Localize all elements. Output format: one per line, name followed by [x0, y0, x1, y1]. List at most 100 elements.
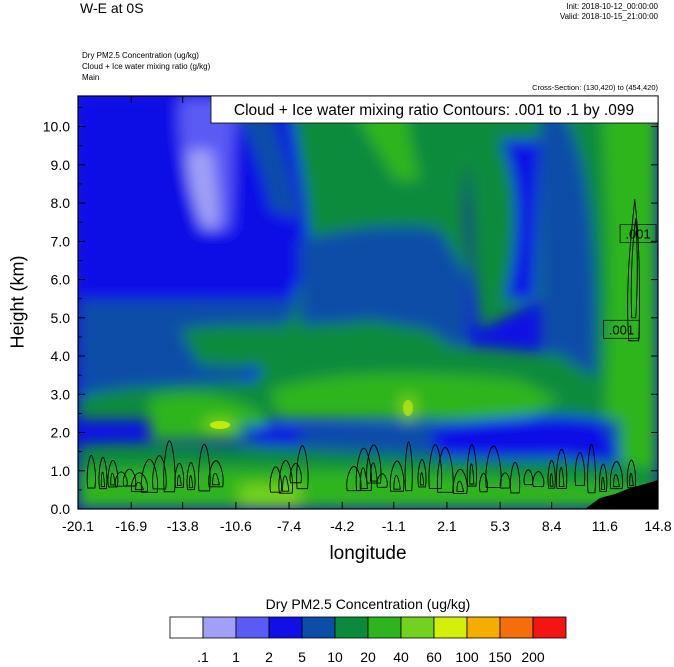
- cloud-contour: [174, 462, 185, 488]
- cloud-contour: [629, 473, 634, 487]
- colorbar-level-label: 20: [360, 649, 376, 665]
- contour-labels: .001 .001: [603, 224, 657, 339]
- x-tick-label: 2.1: [437, 518, 457, 534]
- cloud-contour: [289, 462, 302, 484]
- x-tick-label: 14.8: [644, 518, 671, 534]
- cloud-contour: [98, 456, 108, 490]
- time-stamps: Init: 2018-10-12_00:00:00 Valid: 2018-10…: [560, 2, 658, 22]
- y-tick-label: 1.0: [51, 463, 71, 479]
- colorbar-swatch: [499, 616, 534, 639]
- x-tick-label: -20.1: [62, 518, 94, 534]
- cloud-contour: [366, 444, 382, 484]
- pm25-field: [78, 96, 658, 509]
- y-tick-label: 2.0: [51, 425, 71, 441]
- colorbar-level-label: .1: [197, 649, 209, 665]
- cloud-contour: [135, 482, 144, 491]
- x-tick-label: 8.4: [542, 518, 562, 534]
- cloud-contour: [122, 468, 137, 487]
- contour-title: Cloud + Ice water mixing ratio Contours:…: [234, 102, 634, 119]
- colorbar-level-label: 100: [455, 649, 479, 665]
- y-tick-label: 6.0: [51, 272, 71, 288]
- colorbar-swatch: [202, 616, 237, 639]
- colorbar-swatch: [169, 616, 204, 639]
- colorbar-level-label: 10: [327, 649, 343, 665]
- cloud-contour: [107, 459, 119, 488]
- x-tick-label: 11.6: [592, 518, 618, 534]
- colorbar-swatch: [400, 616, 435, 639]
- y-tick-label: 7.0: [51, 233, 71, 249]
- x-tick-label: -1.1: [382, 518, 406, 534]
- y-tick-label: 4.0: [51, 348, 71, 364]
- cloud-contour: [428, 444, 443, 489]
- x-tick-label: -16.9: [115, 518, 147, 534]
- y-tick-label: 0.0: [51, 501, 71, 517]
- cloud-contour: [466, 444, 477, 487]
- y-tick-label: 5.0: [51, 310, 71, 326]
- init-time: Init: 2018-10-12_00:00:00: [566, 2, 658, 11]
- cloud-contour: [419, 472, 425, 486]
- x-tick-label: -7.4: [277, 518, 301, 534]
- cloud-contour: [198, 443, 211, 492]
- cloud-contour: [376, 473, 388, 488]
- cloud-contour: [509, 461, 521, 494]
- cloud-contour: [609, 461, 624, 490]
- cloud-contour: [549, 473, 554, 487]
- cloud-contour: [485, 445, 502, 488]
- cloud-contour: [130, 472, 149, 493]
- colorbar-level-label: 1: [232, 649, 240, 665]
- cloud-contour: [452, 468, 468, 494]
- y-tick-label: 9.0: [51, 157, 71, 173]
- y-tick-label: 8.0: [51, 195, 71, 211]
- colorbar-title: Dry PM2.5 Concentration (ug/kg): [265, 596, 471, 612]
- cloud-contour: [393, 475, 401, 490]
- cloud-contour: [269, 466, 282, 493]
- cloud-contour: [456, 480, 465, 492]
- contour-label: .001: [609, 322, 634, 337]
- cloud-contour: [212, 473, 220, 486]
- cloud-contour: [188, 475, 194, 489]
- cloud-contour: [152, 455, 167, 490]
- cloud-contour: [140, 458, 159, 493]
- cloud-contour: [630, 218, 638, 319]
- contour-label-box: [603, 319, 640, 339]
- cloud-contour: [278, 459, 294, 494]
- colorbar-swatch: [301, 616, 336, 639]
- colorbar-level-label: 5: [298, 649, 306, 665]
- cloud-contour: [100, 471, 106, 488]
- contour-label: .001: [625, 227, 650, 242]
- cloud-contour: [601, 477, 606, 491]
- cloud-contour: [359, 467, 368, 490]
- cloud-contour: [574, 452, 586, 486]
- colorbar-level-label: 200: [521, 649, 545, 665]
- cloud-contour: [626, 459, 636, 489]
- valid-time: Valid: 2018-10-15_21:00:00: [559, 12, 658, 21]
- colorbar-level-label: 2: [265, 649, 273, 665]
- cloud-contour: [282, 475, 290, 492]
- cloud-contour: [389, 460, 405, 492]
- field-label-pm25: Dry PM2.5 Concentration (ug/kg): [82, 51, 199, 60]
- cloud-contour: [558, 466, 565, 487]
- colorbar-level-label: 150: [488, 649, 512, 665]
- cloud-contour: [86, 454, 96, 489]
- cloud-contour: [177, 474, 182, 486]
- cloud-contours: [86, 199, 640, 494]
- colorbar-swatch: [235, 616, 270, 639]
- colorbar-swatch: [334, 616, 369, 639]
- cloud-contour: [404, 441, 413, 492]
- colorbar: .1 1 2 5 10 20 40 60 100 150 200: [169, 616, 567, 665]
- colorbar-level-label: 60: [426, 649, 442, 665]
- contour-title-box: Cloud + Ice water mixing ratio Contours:…: [210, 95, 659, 124]
- x-tick-label: 5.3: [490, 518, 510, 534]
- cloud-contour: [296, 445, 309, 490]
- contour-label-box: [619, 224, 657, 244]
- cross-section-label: Cross-Section: (130,420) to (454,420): [532, 83, 658, 92]
- cloud-contour: [613, 474, 620, 488]
- plot-title: W-E at 0S: [80, 0, 144, 16]
- y-axis: 0.0 1.0 2.0 3.0 4.0 5.0 6.0 7.0 8.0 9.0 10.0: [43, 107, 658, 517]
- field-label-cloud: Cloud + Ice water mixing ratio (g/kg): [82, 62, 211, 71]
- colorbar-level-label: 40: [393, 649, 409, 665]
- cloud-contour: [469, 463, 475, 485]
- y-tick-label: 3.0: [51, 386, 71, 402]
- cloud-contour: [556, 448, 568, 489]
